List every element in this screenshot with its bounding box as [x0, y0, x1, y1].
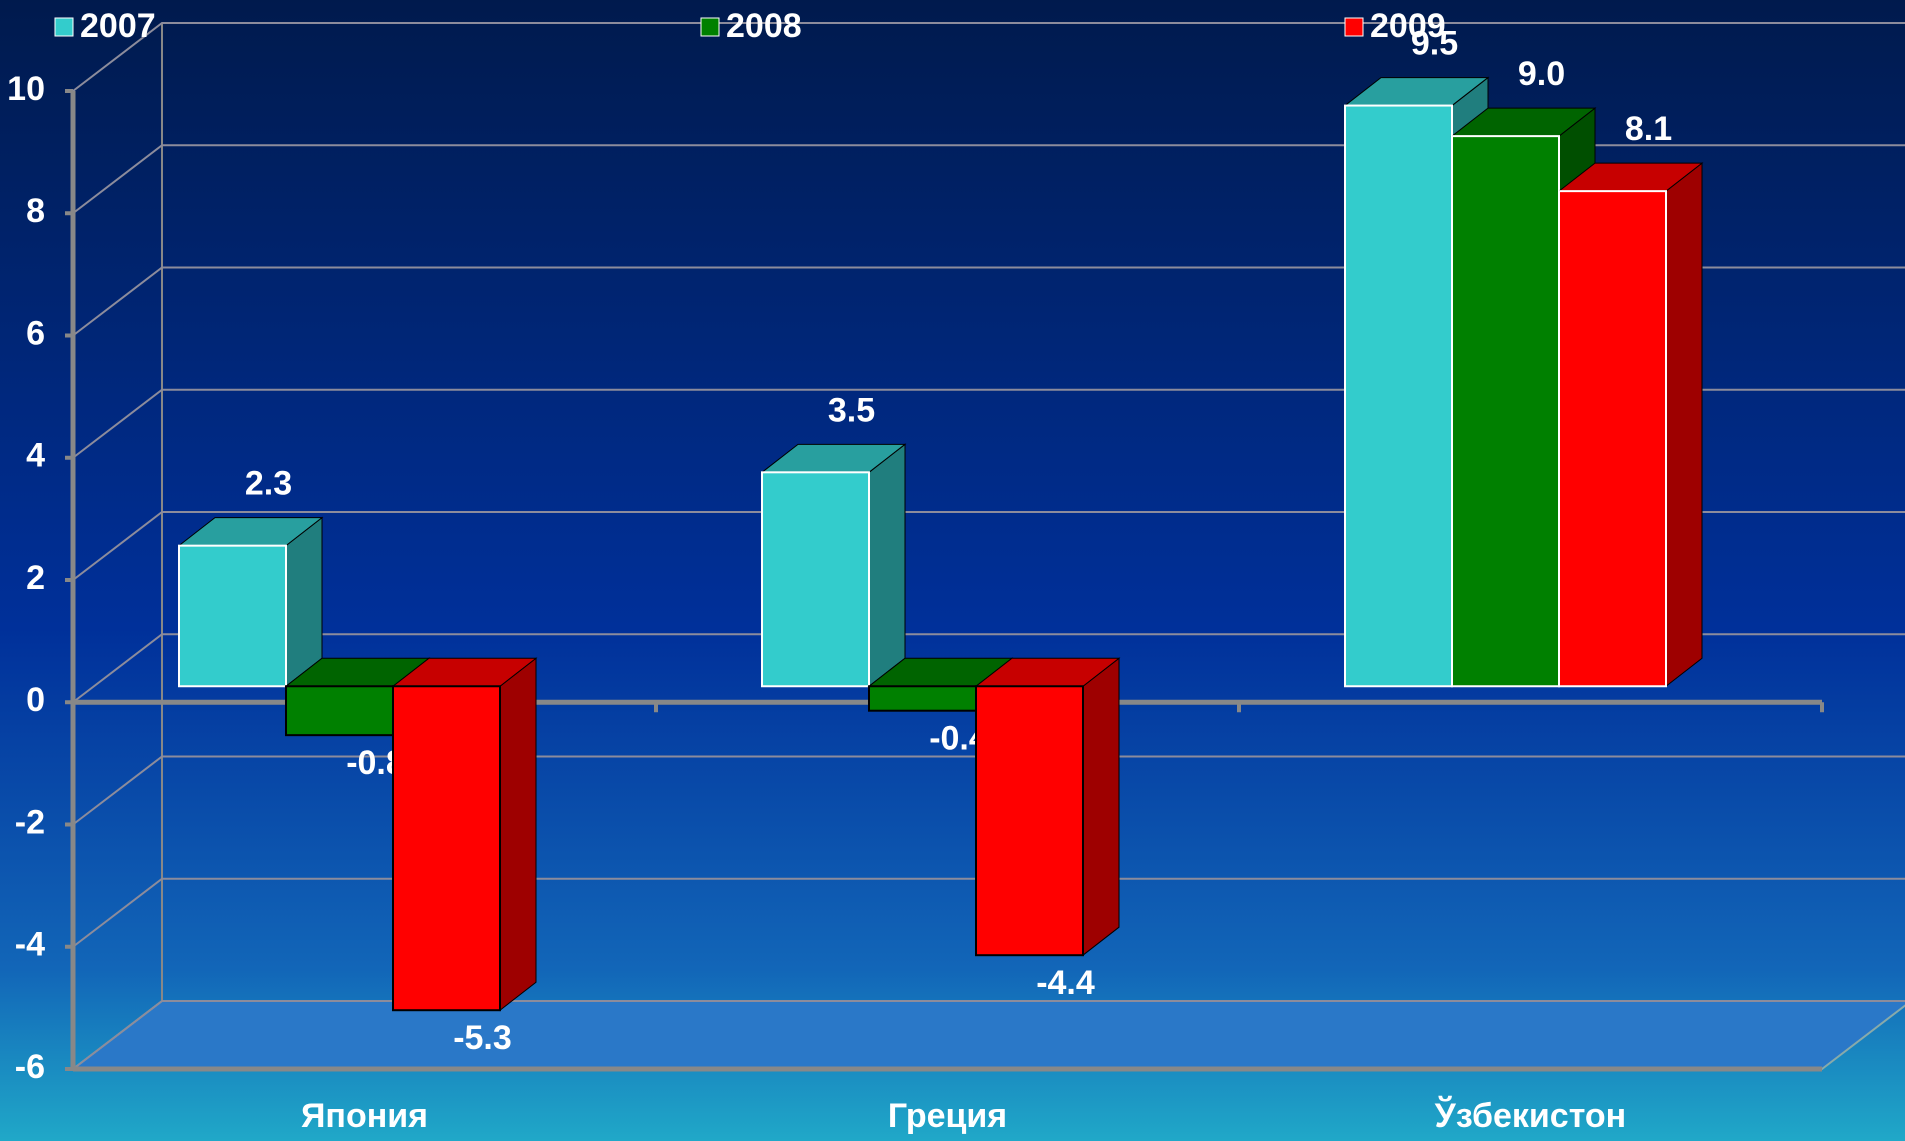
legend-swatch	[55, 18, 73, 36]
y-tick-label: 8	[26, 192, 45, 230]
value-label: 2.3	[245, 465, 292, 503]
y-tick-label: -4	[15, 926, 45, 964]
y-tick-label: 0	[26, 681, 45, 719]
bar	[1559, 191, 1666, 686]
value-label: 9.0	[1518, 55, 1565, 93]
legend-label: 2009	[1370, 7, 1446, 45]
legend-label: 2008	[726, 7, 802, 45]
legend-swatch	[1345, 18, 1363, 36]
y-tick-label: -2	[15, 803, 45, 841]
bar-side	[500, 658, 536, 1010]
bar-side	[869, 444, 905, 686]
chart: -6 -4 -2 0 2 4 6 8 10 Япония Греция Ўзбекистон 2.3 3.…	[0, 0, 1905, 1141]
bar-side	[1083, 658, 1119, 955]
value-label: 3.5	[828, 391, 875, 429]
bar	[179, 546, 286, 687]
bar	[1345, 106, 1452, 687]
x-tick-label: Ўзбекистон	[1434, 1096, 1626, 1135]
bar	[869, 686, 976, 710]
bar	[393, 686, 500, 1010]
y-tick-label: 6	[26, 314, 45, 352]
x-tick-label: Япония	[301, 1097, 428, 1135]
bar-side	[1666, 163, 1702, 686]
y-tick-label: -6	[15, 1048, 45, 1086]
legend-swatch	[701, 18, 719, 36]
bar	[1452, 136, 1559, 686]
legend-label: 2007	[80, 7, 156, 45]
y-tick-label: 4	[26, 437, 45, 475]
value-label: 8.1	[1625, 110, 1672, 148]
bar	[286, 686, 393, 735]
y-tick-label: 2	[26, 559, 45, 597]
floor	[73, 1001, 1905, 1069]
bar	[762, 472, 869, 686]
y-tick-label: 10	[7, 70, 45, 108]
bar	[976, 686, 1083, 955]
bar-side	[286, 518, 322, 687]
value-label: -4.4	[1036, 964, 1095, 1002]
value-label: -5.3	[453, 1019, 512, 1057]
x-tick-label: Греция	[888, 1097, 1007, 1135]
